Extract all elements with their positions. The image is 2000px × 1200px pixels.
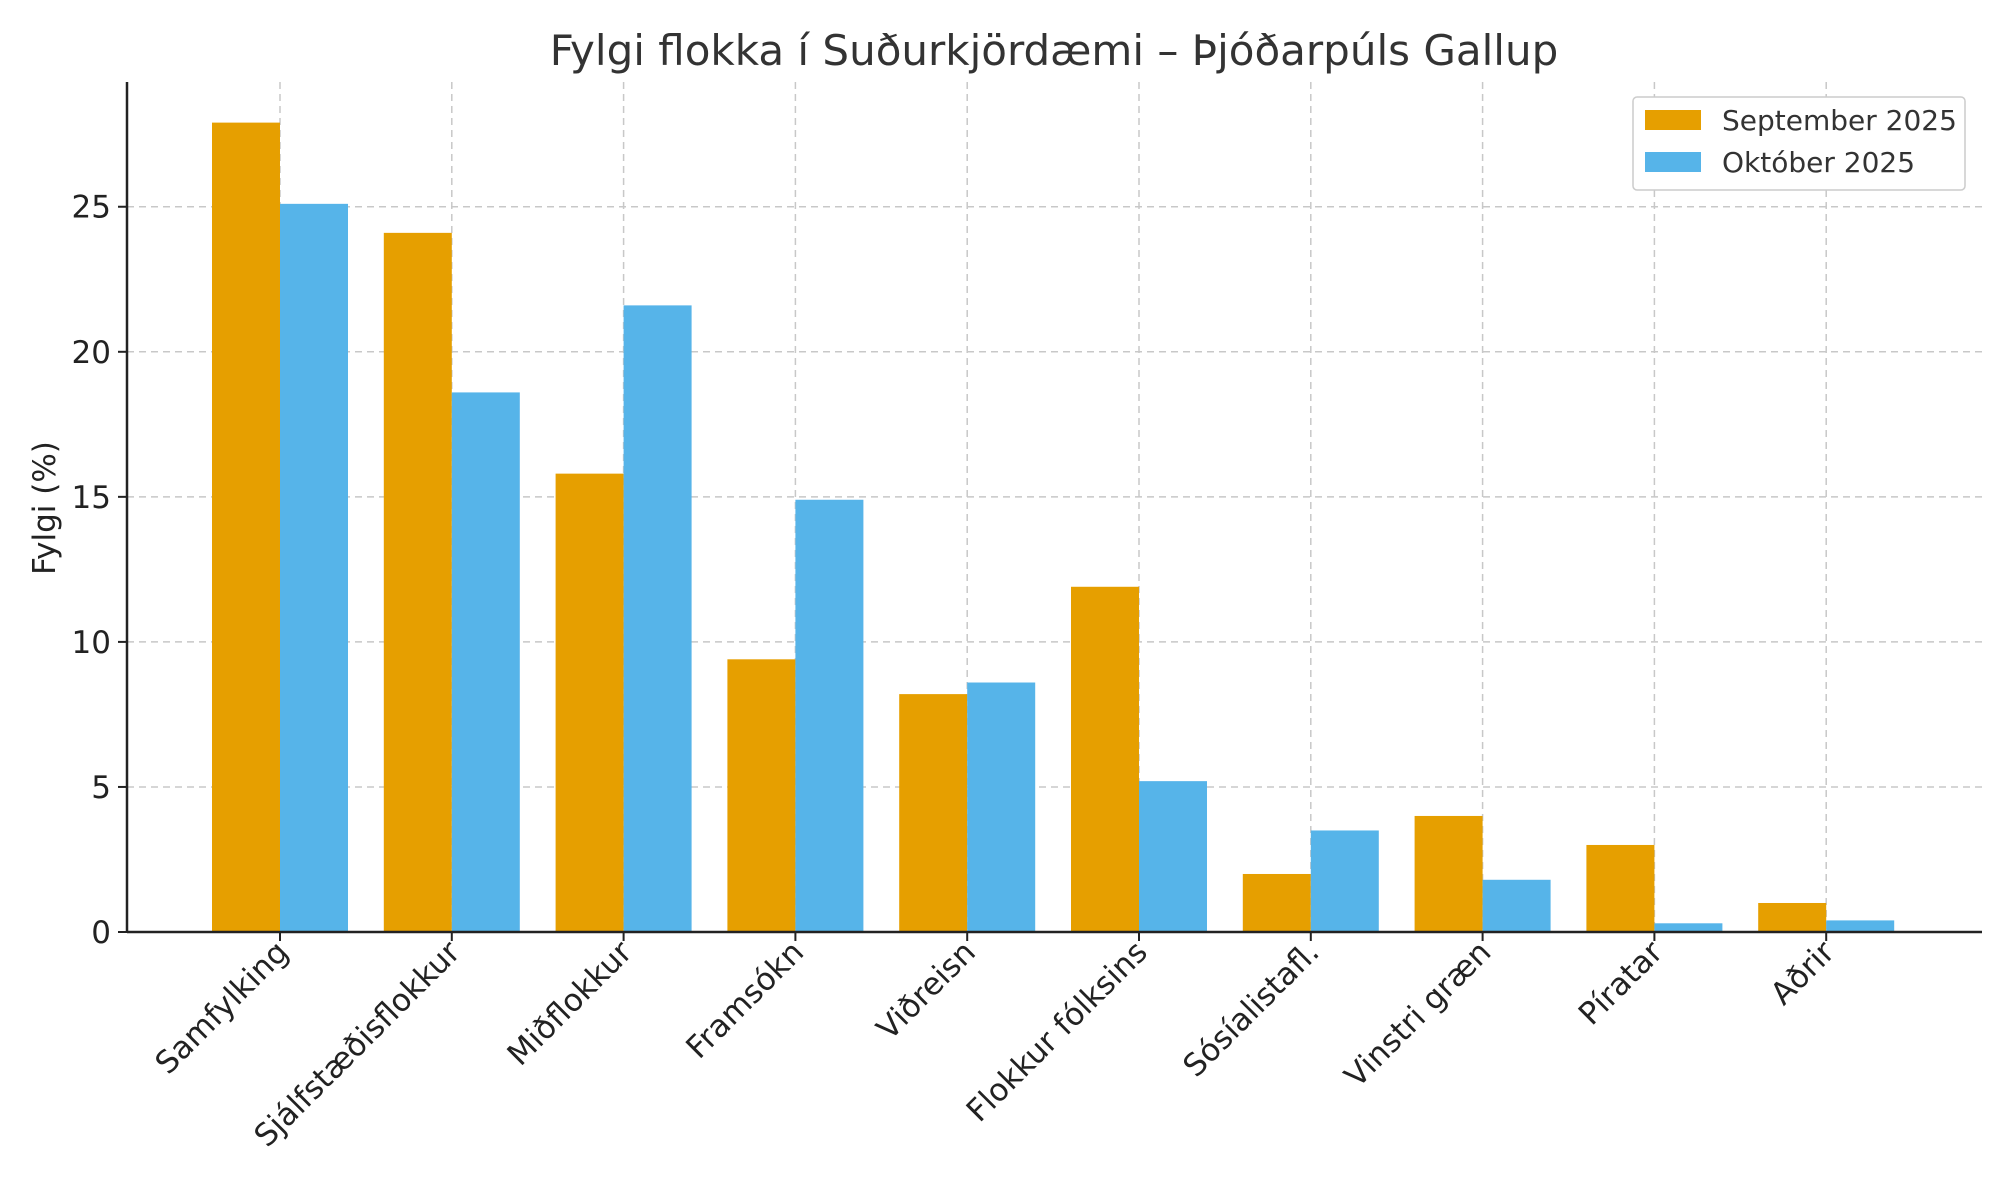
y-tick-label: 15 [72,480,111,516]
bar-september [899,694,968,932]
x-tick-label: Flokkur fólksins [960,934,1155,1129]
legend-label-september: September 2025 [1722,104,1957,137]
bar-september [1586,844,1655,932]
bar-september [555,473,624,932]
bar-oktober [623,305,692,932]
x-tick-label: Miðflokkur [501,934,640,1073]
legend-frame [1632,96,1966,191]
bar-september [383,232,452,932]
bar-oktober [795,499,864,932]
bar-september [1414,815,1483,932]
bar-september [1758,902,1827,932]
x-tick-label: Samfylking [149,934,296,1081]
bar-oktober [967,682,1036,932]
bar-oktober [1139,781,1207,932]
legend-swatch-september [1645,110,1701,130]
legend: September 2025 Október 2025 [1632,96,1966,191]
x-tick-label: Píratar [1572,934,1670,1032]
legend-swatch-oktober [1645,152,1701,172]
chart-title: Fylgi flokka í Suðurkjördæmi – Þjóðarpúl… [550,26,1559,75]
y-tick-label: 0 [91,915,111,951]
y-tick-label: 25 [72,190,111,226]
y-tick-label: 5 [91,770,111,806]
bar-oktober [451,392,520,932]
bar-september [727,659,796,932]
bar-september [1071,586,1139,932]
bars [212,122,1895,933]
x-tick-label: Viðreisn [870,934,983,1047]
axes [125,82,1982,934]
y-axis-label: Fylgi (%) [27,441,63,575]
legend-label-oktober: Október 2025 [1722,146,1915,179]
bar-oktober [1826,920,1895,932]
x-tick-label: Vinstri græn [1338,934,1498,1094]
bar-oktober [1482,879,1551,932]
y-tick-label: 20 [72,335,111,371]
x-tick-label: Framsókn [679,934,811,1066]
bar-oktober [1310,830,1379,932]
bar-september [1242,873,1311,932]
bar-oktober [280,203,348,932]
x-tick-label: Sósíalistafl. [1176,934,1326,1084]
bar-september [212,122,280,933]
x-tick-label: Aðrir [1764,934,1842,1012]
bar-oktober [1654,923,1723,932]
y-tick-label: 10 [72,625,111,661]
